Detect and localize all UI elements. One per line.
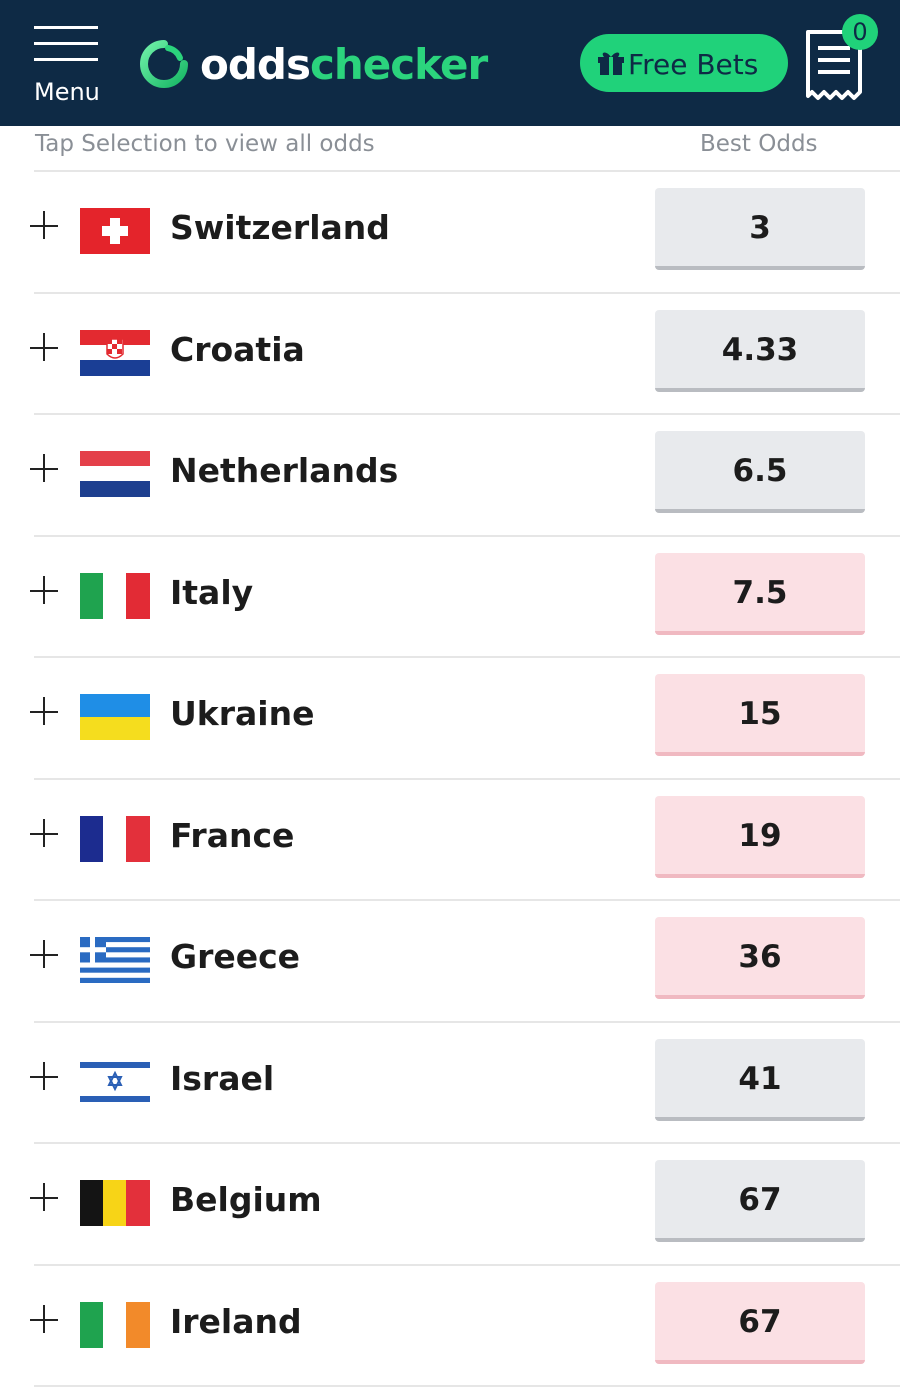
oddschecker-logo[interactable]: oddschecker	[138, 36, 458, 92]
selection-row[interactable]: Croatia 4.33	[34, 294, 900, 416]
selection-name[interactable]: Netherlands	[170, 451, 398, 490]
selection-name[interactable]: Ukraine	[170, 694, 314, 733]
hamburger-icon-line	[34, 58, 98, 61]
selection-row[interactable]: France 19	[34, 780, 900, 902]
selection-name[interactable]: Israel	[170, 1059, 274, 1098]
best-odds-button[interactable]: 3	[655, 188, 865, 270]
selection-row[interactable]: Italy 7.5	[34, 537, 900, 659]
selection-row[interactable]: Switzerland 3	[34, 172, 900, 294]
selection-name[interactable]: Croatia	[170, 330, 305, 369]
menu-label: Menu	[34, 78, 100, 106]
selection-name[interactable]: Switzerland	[170, 208, 390, 247]
selection-name[interactable]: France	[170, 816, 294, 855]
tap-selection-hint: Tap Selection to view all odds	[35, 131, 375, 157]
best-odds-button[interactable]: 7.5	[655, 553, 865, 635]
hamburger-icon-line	[34, 26, 98, 29]
italy-flag-icon	[80, 573, 150, 619]
free-bets-label: Free Bets	[628, 48, 758, 81]
free-bets-button[interactable]: Free Bets	[580, 34, 788, 92]
logo-ring-icon	[138, 38, 190, 94]
best-odds-button[interactable]: 67	[655, 1160, 865, 1242]
betslip-count-badge: 0	[842, 14, 878, 50]
hamburger-icon-line	[34, 42, 98, 45]
selection-row[interactable]: Belgium 67	[34, 1144, 900, 1266]
expand-plus-icon[interactable]	[30, 1304, 62, 1336]
selection-row[interactable]: Netherlands 6.5	[34, 415, 900, 537]
selection-name[interactable]: Ireland	[170, 1302, 302, 1341]
best-odds-button[interactable]: 6.5	[655, 431, 865, 513]
best-odds-button[interactable]: 19	[655, 796, 865, 878]
selection-row[interactable]: Ireland 67	[34, 1266, 900, 1387]
best-odds-button[interactable]: 4.33	[655, 310, 865, 392]
ukraine-flag-icon	[80, 694, 150, 740]
greece-flag-icon	[80, 937, 150, 983]
selection-row[interactable]: Israel 41	[34, 1023, 900, 1145]
best-odds-button[interactable]: 41	[655, 1039, 865, 1121]
expand-plus-icon[interactable]	[30, 575, 62, 607]
france-flag-icon	[80, 816, 150, 862]
expand-plus-icon[interactable]	[30, 453, 62, 485]
expand-plus-icon[interactable]	[30, 1061, 62, 1093]
selections-list: Switzerland 3 Croatia 4.33 Netherlands 6…	[0, 172, 900, 1387]
croatia-flag-icon	[80, 330, 150, 376]
belgium-flag-icon	[80, 1180, 150, 1226]
ireland-flag-icon	[80, 1302, 150, 1348]
expand-plus-icon[interactable]	[30, 939, 62, 971]
selection-row[interactable]: Greece 36	[34, 901, 900, 1023]
expand-plus-icon[interactable]	[30, 210, 62, 242]
netherlands-flag-icon	[80, 451, 150, 497]
menu-button[interactable]: Menu	[34, 26, 100, 106]
best-odds-header: Best Odds	[700, 131, 818, 157]
selection-name[interactable]: Italy	[170, 573, 253, 612]
app-header: Menu oddschecker Free Bets	[0, 0, 900, 126]
selection-name[interactable]: Belgium	[170, 1180, 322, 1219]
best-odds-button[interactable]: 67	[655, 1282, 865, 1364]
expand-plus-icon[interactable]	[30, 696, 62, 728]
israel-flag-icon	[80, 1059, 150, 1105]
best-odds-button[interactable]: 15	[655, 674, 865, 756]
selection-row[interactable]: Ukraine 15	[34, 658, 900, 780]
gift-icon	[596, 48, 626, 76]
expand-plus-icon[interactable]	[30, 1182, 62, 1214]
selection-name[interactable]: Greece	[170, 937, 300, 976]
expand-plus-icon[interactable]	[30, 332, 62, 364]
best-odds-button[interactable]: 36	[655, 917, 865, 999]
switzerland-flag-icon	[80, 208, 150, 254]
logo-text: oddschecker	[200, 40, 487, 89]
column-header: Tap Selection to view all odds Best Odds	[0, 126, 900, 170]
expand-plus-icon[interactable]	[30, 818, 62, 850]
